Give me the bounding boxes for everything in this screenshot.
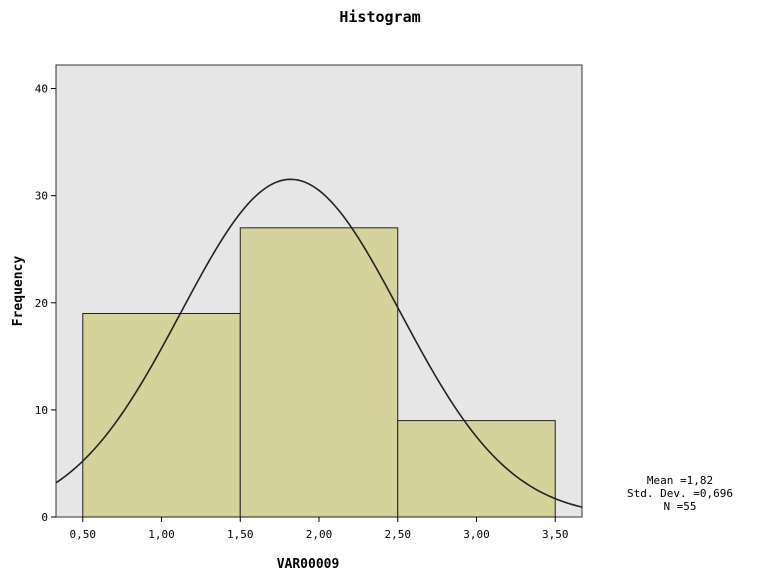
x-tick-label: 3,50: [542, 528, 569, 541]
histogram-bar-2: [239, 227, 399, 518]
y-tick-label: 30: [35, 190, 48, 203]
stats-std-dev: Std. Dev. =0,696: [627, 487, 733, 500]
normal-curve: [55, 178, 583, 508]
x-tick-label: 1,00: [148, 528, 175, 541]
y-axis-label: Frequency: [11, 256, 26, 327]
x-tick-label: 2,00: [306, 528, 333, 541]
x-tick-label: 2,50: [384, 528, 411, 541]
stats-mean: Mean =1,82: [647, 474, 713, 487]
histogram-bar-1: [82, 312, 241, 518]
x-tick-label: 3,00: [463, 528, 490, 541]
x-tick-label: 0,50: [70, 528, 97, 541]
x-axis-label: VAR00009: [277, 557, 340, 572]
y-axis-ticks: 0 10 20 30 40: [35, 83, 56, 524]
histogram-bar-3: [397, 420, 556, 518]
x-axis-ticks: 0,50 1,00 1,50 2,00 2,50 3,00 3,50: [70, 517, 569, 541]
x-tick-label: 1,50: [227, 528, 254, 541]
stats-n: N =55: [663, 500, 696, 513]
y-tick-label: 10: [35, 404, 48, 417]
y-tick-label: 40: [35, 83, 48, 96]
y-tick-label: 20: [35, 297, 48, 310]
y-tick-label: 0: [41, 511, 48, 524]
stats-box: Mean =1,82 Std. Dev. =0,696 N =55: [627, 474, 733, 513]
chart-title: Histogram: [339, 8, 420, 26]
